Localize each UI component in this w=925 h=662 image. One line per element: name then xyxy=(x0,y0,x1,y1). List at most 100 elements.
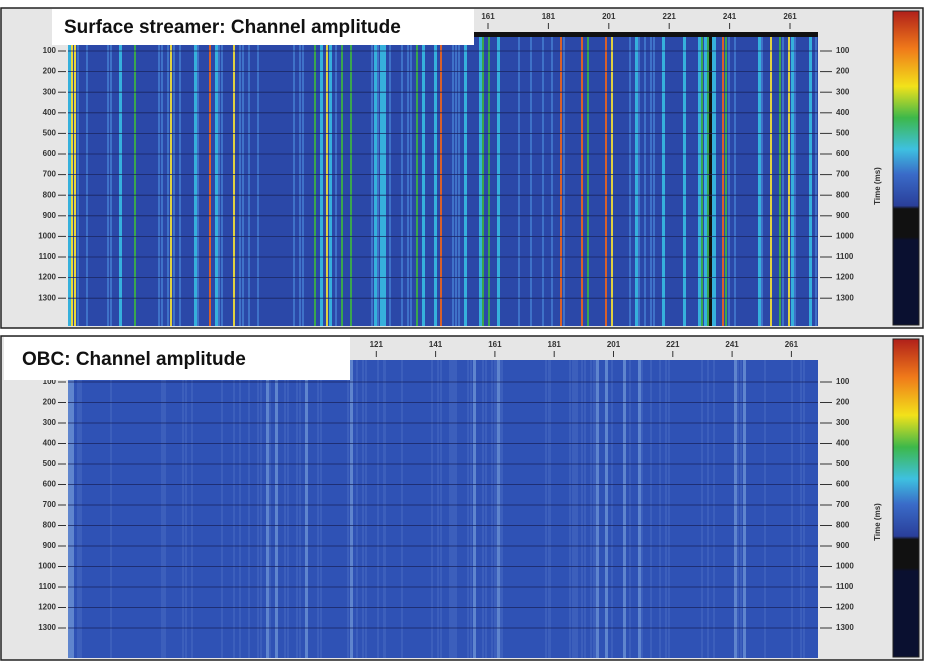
x-tick-label: 221 xyxy=(663,12,677,21)
y-tick-label: 200 xyxy=(43,67,57,76)
y-tick-label: 300 xyxy=(43,418,57,427)
stripe xyxy=(611,32,613,326)
y-tick-label: 1300 xyxy=(38,293,56,302)
stripe xyxy=(209,32,211,326)
stripe xyxy=(650,32,652,326)
stripe xyxy=(482,360,484,658)
stripe xyxy=(365,360,367,658)
y-tick-label: 100 xyxy=(43,46,57,55)
stripe xyxy=(347,360,349,658)
stripe xyxy=(317,360,319,658)
stripe xyxy=(800,360,802,658)
stripe xyxy=(497,32,500,326)
stripe xyxy=(458,32,460,326)
y-tick-label-right: 200 xyxy=(836,398,850,407)
stripe xyxy=(77,32,79,326)
stripe xyxy=(713,360,715,658)
stripe xyxy=(167,32,169,326)
stripe xyxy=(485,360,487,658)
stripe xyxy=(248,32,250,326)
stripe xyxy=(650,360,652,658)
title-box xyxy=(52,9,474,45)
stripe xyxy=(629,360,631,658)
stripe xyxy=(623,360,626,658)
stripe xyxy=(416,32,418,326)
stripe xyxy=(770,32,772,326)
stripe xyxy=(593,360,596,658)
y-tick-label-right: 500 xyxy=(836,459,850,468)
stripe xyxy=(500,360,503,658)
stripe xyxy=(266,360,269,658)
stripe xyxy=(611,360,613,658)
colorbar xyxy=(892,10,920,326)
y-tick-label: 800 xyxy=(43,190,57,199)
y-tick-label: 1200 xyxy=(38,273,56,282)
stripe xyxy=(335,32,337,326)
stripe xyxy=(134,32,136,326)
stripe xyxy=(605,32,607,326)
stripe xyxy=(638,32,640,326)
stripe xyxy=(569,360,571,658)
stripe xyxy=(518,32,520,326)
stripe xyxy=(635,32,638,326)
stripe xyxy=(257,360,259,658)
y-tick-label-right: 800 xyxy=(836,521,850,530)
stripe xyxy=(803,360,805,658)
y-tick-label-right: 600 xyxy=(836,480,850,489)
stripe xyxy=(299,360,301,658)
stripe xyxy=(299,32,301,326)
x-tick-label: 181 xyxy=(548,340,562,349)
y-tick-label: 900 xyxy=(43,541,57,550)
stripe xyxy=(815,32,817,326)
y-tick-label: 600 xyxy=(43,149,57,158)
stripe xyxy=(77,360,80,658)
stripe xyxy=(662,32,665,326)
stripe xyxy=(740,360,742,658)
stripe xyxy=(350,32,352,326)
stripe xyxy=(563,32,565,326)
stripe xyxy=(707,32,709,326)
stripe xyxy=(110,32,112,326)
stripe xyxy=(449,360,452,658)
stripe xyxy=(74,32,76,326)
y-tick-label-right: 100 xyxy=(836,46,850,55)
stripe xyxy=(68,360,71,658)
y-tick-label-right: 1000 xyxy=(836,232,854,241)
stripe xyxy=(305,360,308,658)
stripe xyxy=(707,360,709,658)
y-tick-label-right: 700 xyxy=(836,500,850,509)
stripe xyxy=(788,32,790,326)
stripe xyxy=(380,32,383,326)
stripe xyxy=(542,32,544,326)
stripe xyxy=(320,360,322,658)
stripe xyxy=(248,360,250,658)
stripe xyxy=(260,360,262,658)
stripe xyxy=(701,32,703,326)
plot-area xyxy=(68,360,818,658)
stripe xyxy=(452,32,454,326)
axis-label: Time (ms) xyxy=(873,503,882,541)
stripe xyxy=(194,32,197,326)
stripe xyxy=(479,32,482,326)
stripe xyxy=(362,360,364,658)
stripe xyxy=(779,32,781,326)
stripe xyxy=(530,32,532,326)
y-tick-label: 1000 xyxy=(38,232,56,241)
stripe xyxy=(233,360,235,658)
stripe xyxy=(482,32,484,326)
stripe xyxy=(221,32,223,326)
stripe xyxy=(737,360,739,658)
x-tick-label: 201 xyxy=(602,12,616,21)
stripe xyxy=(407,32,409,326)
stripe xyxy=(440,32,442,326)
stripe xyxy=(758,32,761,326)
stripe xyxy=(584,360,586,658)
stripe xyxy=(218,32,220,326)
stripe xyxy=(287,360,289,658)
stripe xyxy=(242,32,244,326)
x-tick-label: 141 xyxy=(429,340,443,349)
y-tick-label: 400 xyxy=(43,108,57,117)
stripe xyxy=(440,360,442,658)
y-tick-label: 100 xyxy=(43,377,57,386)
